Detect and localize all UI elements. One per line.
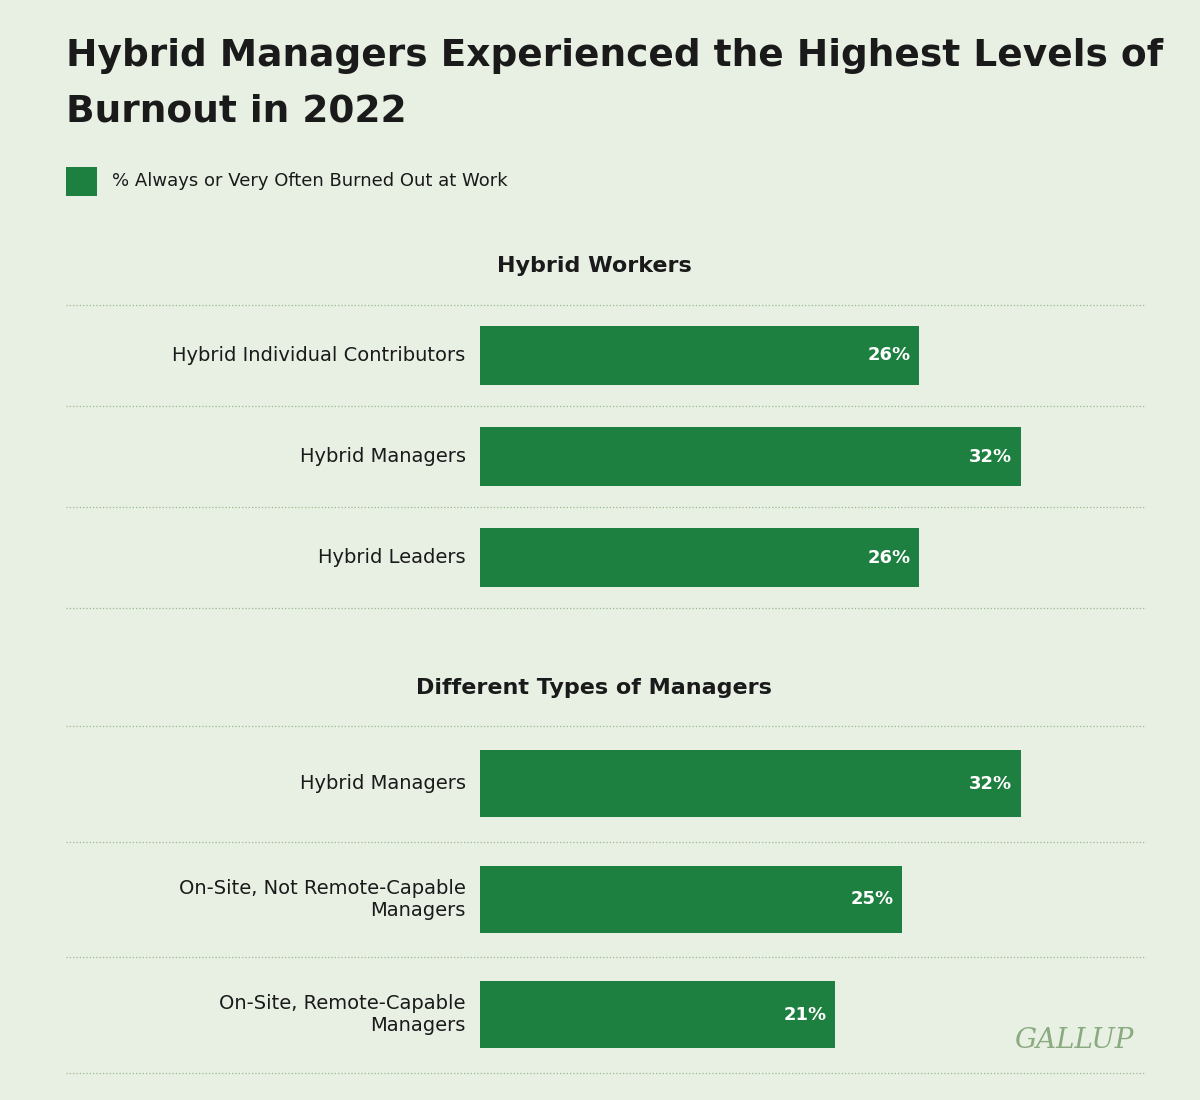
Text: 26%: 26% <box>868 346 911 364</box>
FancyBboxPatch shape <box>480 326 919 385</box>
Text: 26%: 26% <box>868 549 911 566</box>
Text: 25%: 25% <box>851 890 894 909</box>
FancyBboxPatch shape <box>66 167 97 196</box>
Text: Different Types of Managers: Different Types of Managers <box>416 678 772 697</box>
Text: 32%: 32% <box>970 774 1013 793</box>
FancyBboxPatch shape <box>480 750 1021 817</box>
Text: Hybrid Managers: Hybrid Managers <box>300 774 466 793</box>
Text: Hybrid Leaders: Hybrid Leaders <box>318 548 466 568</box>
Text: 32%: 32% <box>970 448 1013 465</box>
Text: Hybrid Individual Contributors: Hybrid Individual Contributors <box>173 345 466 365</box>
Text: Hybrid Managers: Hybrid Managers <box>300 447 466 466</box>
Text: GALLUP: GALLUP <box>1015 1026 1134 1054</box>
Text: On-Site, Not Remote-Capable
Managers: On-Site, Not Remote-Capable Managers <box>179 879 466 920</box>
FancyBboxPatch shape <box>480 427 1021 486</box>
FancyBboxPatch shape <box>480 981 835 1048</box>
Text: Hybrid Managers Experienced the Highest Levels of: Hybrid Managers Experienced the Highest … <box>66 39 1163 75</box>
Text: Burnout in 2022: Burnout in 2022 <box>66 94 407 130</box>
Text: % Always or Very Often Burned Out at Work: % Always or Very Often Burned Out at Wor… <box>112 173 508 190</box>
FancyBboxPatch shape <box>480 528 919 587</box>
Text: 21%: 21% <box>784 1005 827 1024</box>
FancyBboxPatch shape <box>480 866 902 933</box>
Text: On-Site, Remote-Capable
Managers: On-Site, Remote-Capable Managers <box>220 994 466 1035</box>
Text: Hybrid Workers: Hybrid Workers <box>497 256 691 276</box>
